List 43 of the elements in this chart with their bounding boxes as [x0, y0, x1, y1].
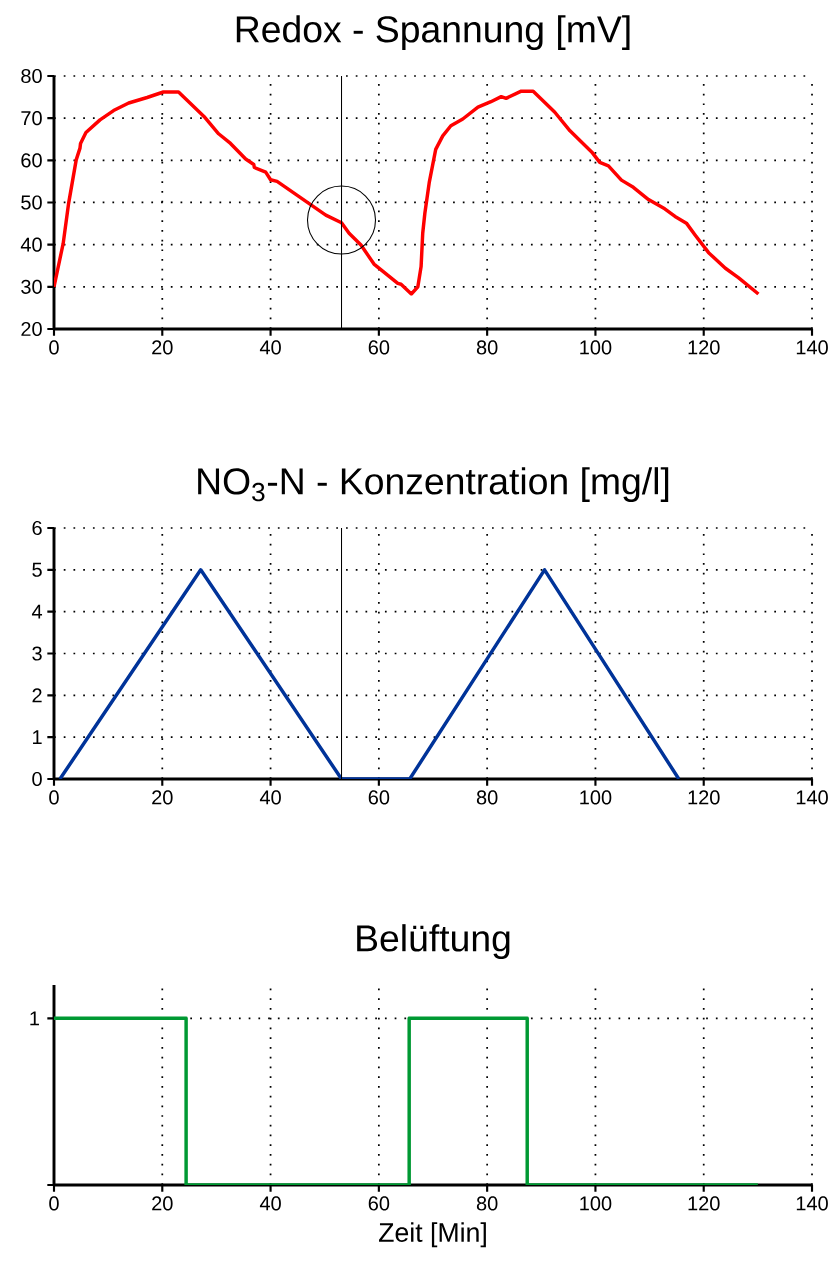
y-tick-label: 70 — [21, 111, 42, 126]
x-tick-label: 140 — [796, 1196, 828, 1211]
y-tick-label: 40 — [20, 237, 42, 252]
x-tick-label: 120 — [688, 1196, 720, 1211]
y-tick-label: 50 — [21, 195, 42, 210]
x-tick-label: 100 — [580, 790, 612, 805]
y-tick-label: 5 — [32, 562, 42, 577]
x-tick-label: 20 — [152, 340, 173, 355]
x-tick-label: 20 — [152, 1196, 173, 1211]
x-tick-label: 40 — [259, 790, 281, 805]
y-tick-label: 2 — [32, 688, 42, 703]
x-tick-label: 0 — [49, 790, 59, 805]
x-axis-title: Zeit [Min] — [379, 1222, 486, 1248]
x-tick-label: 80 — [476, 790, 498, 805]
y-tick-label: 20 — [21, 321, 42, 337]
x-tick-label: 80 — [476, 1196, 498, 1211]
chart-title: Belüftung — [357, 924, 510, 959]
x-tick-label: 60 — [368, 790, 390, 805]
x-tick-label: 100 — [580, 1196, 612, 1211]
y-tick-label: 80 — [21, 68, 42, 84]
y-tick-label: 0 — [32, 771, 42, 787]
x-tick-label: 140 — [796, 790, 828, 805]
x-tick-label: 60 — [368, 340, 390, 355]
y-tick-label: 6 — [32, 520, 42, 536]
x-tick-label: 100 — [580, 340, 612, 355]
x-tick-label: 20 — [152, 790, 173, 805]
x-tick-label: 0 — [49, 340, 59, 355]
x-tick-label: 60 — [368, 1196, 390, 1211]
x-tick-label: 120 — [688, 790, 720, 805]
y-tick-label: 3 — [32, 646, 42, 661]
y-tick-label: 4 — [31, 604, 43, 619]
x-tick-label: 0 — [49, 1196, 59, 1211]
x-tick-label: 80 — [476, 340, 498, 355]
chart-title: Redox - Spannung [mV] — [236, 15, 630, 50]
x-tick-label: 40 — [259, 340, 281, 355]
y-tick-label: 30 — [21, 279, 42, 294]
y-tick-label: 1 — [33, 730, 42, 745]
x-tick-label: 40 — [259, 1196, 281, 1211]
x-tick-label: 140 — [796, 340, 828, 355]
line-series — [54, 89, 761, 296]
chart-title: NO$_{3}$-N - Konzentration [mg/l] — [198, 467, 669, 502]
x-tick-label: 120 — [688, 340, 720, 355]
y-tick-label: 60 — [21, 153, 42, 168]
